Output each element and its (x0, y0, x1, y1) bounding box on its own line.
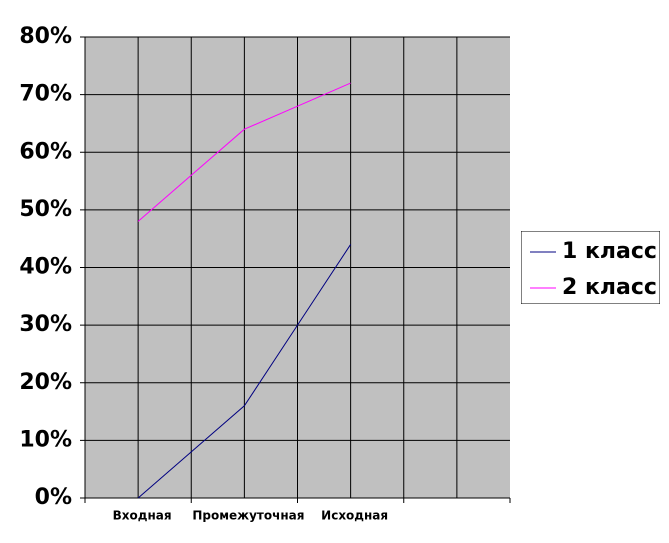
y-tick-label: 50% (19, 197, 72, 222)
x-tick-label: Исходная (321, 509, 388, 523)
y-tick-label: 20% (19, 370, 72, 395)
legend-box (521, 231, 660, 304)
x-tick-label: Промежуточная (192, 509, 304, 523)
x-tick-label: Входная (113, 509, 172, 523)
y-tick-label: 10% (19, 427, 72, 452)
y-tick-label: 80% (19, 24, 72, 49)
y-tick-label: 40% (19, 255, 72, 280)
legend-label: 1 класс (562, 239, 657, 264)
series-line (137, 82, 351, 222)
series-line (137, 244, 352, 499)
legend: 1 класс 2 класс (521, 231, 660, 304)
y-tick-label: 70% (19, 82, 72, 107)
legend-label: 2 класс (562, 275, 657, 300)
y-tick-label: 30% (19, 312, 72, 337)
y-tick-label: 0% (35, 485, 72, 510)
y-tick-label: 60% (19, 139, 72, 164)
